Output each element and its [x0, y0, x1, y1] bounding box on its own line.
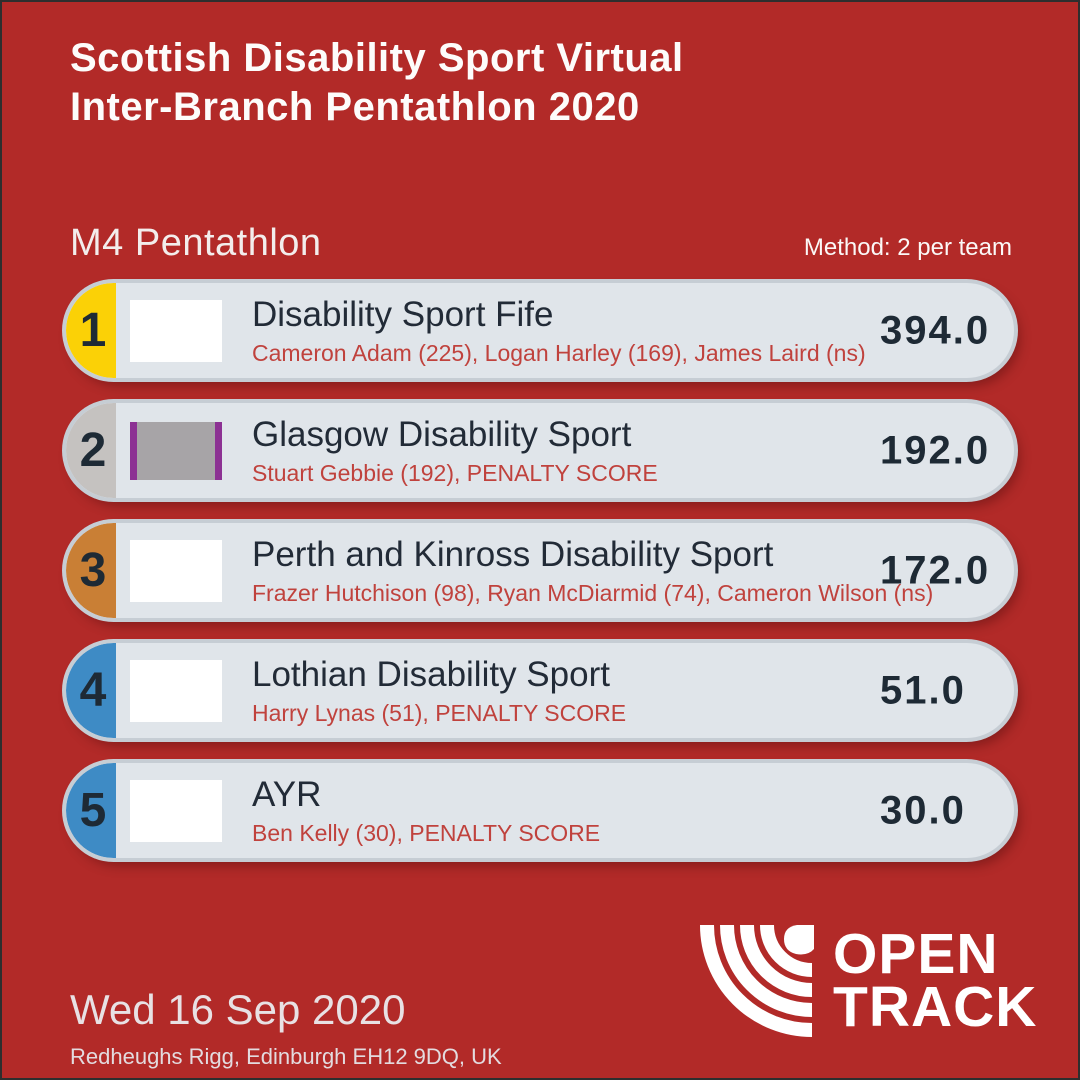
event-date: Wed 16 Sep 2020	[70, 986, 406, 1033]
team-text-block: Lothian Disability Sport Harry Lynas (51…	[252, 654, 627, 726]
team-flag	[130, 779, 222, 842]
result-row: 5 AYR Ben Kelly (30), PENALTY SCORE 30.0	[66, 763, 1014, 858]
team-athletes: Frazer Hutchison (98), Ryan McDiarmid (7…	[252, 579, 934, 606]
team-text-block: Glasgow Disability Sport Stuart Gebbie (…	[252, 414, 658, 486]
team-name: Glasgow Disability Sport	[252, 414, 632, 454]
team-athletes: Stuart Gebbie (192), PENALTY SCORE	[252, 459, 658, 486]
rank-number: 4	[79, 664, 107, 717]
rank-number: 2	[79, 424, 107, 477]
competition-title: Scottish Disability Sport Virtual Inter-…	[70, 34, 684, 132]
rank-number: 5	[79, 784, 107, 837]
result-row: 4 Lothian Disability Sport Harry Lynas (…	[66, 643, 1014, 738]
result-row: 2 Glasgow Disability Sport Stuart Gebbie…	[66, 403, 1014, 498]
method-label: Method: 2 per team	[803, 234, 1012, 261]
competition-title-line2: Inter-Branch Pentathlon 2020	[70, 85, 640, 129]
team-flag	[130, 539, 222, 602]
opentrack-wordmark-line1: OPEN	[833, 922, 999, 986]
team-name: Disability Sport Fife	[252, 294, 554, 334]
result-row: 1 Disability Sport Fife Cameron Adam (22…	[66, 283, 1014, 378]
team-athletes: Harry Lynas (51), PENALTY SCORE	[252, 699, 627, 726]
team-score: 51.0	[880, 668, 966, 712]
team-score: 30.0	[880, 788, 966, 832]
team-score: 172.0	[880, 548, 991, 592]
team-flag	[130, 659, 222, 722]
team-flag	[130, 299, 222, 362]
team-athletes: Ben Kelly (30), PENALTY SCORE	[252, 819, 601, 846]
team-name: AYR	[252, 774, 322, 814]
opentrack-wordmark: OPEN TRACK	[833, 922, 1038, 1039]
event-title: M4 Pentathlon	[70, 222, 322, 264]
team-text-block: AYR Ben Kelly (30), PENALTY SCORE	[252, 774, 601, 846]
team-text-block: Perth and Kinross Disability Sport Fraze…	[252, 534, 934, 606]
competition-title-line1: Scottish Disability Sport Virtual	[70, 36, 684, 80]
results-list: 1 Disability Sport Fife Cameron Adam (22…	[66, 283, 1014, 883]
team-name: Perth and Kinross Disability Sport	[252, 534, 774, 574]
team-score: 192.0	[880, 428, 991, 472]
rank-number: 3	[79, 544, 107, 597]
team-athletes: Cameron Adam (225), Logan Harley (169), …	[252, 339, 866, 366]
track-bend-icon	[700, 924, 814, 1037]
venue-address: Redheughs Rigg, Edinburgh EH12 9DQ, UK	[70, 1044, 502, 1069]
team-name: Lothian Disability Sport	[252, 654, 610, 694]
rank-number: 1	[79, 304, 107, 357]
team-flag	[130, 421, 222, 480]
team-score: 394.0	[880, 308, 991, 352]
result-row: 3 Perth and Kinross Disability Sport Fra…	[66, 523, 1014, 618]
opentrack-wordmark-line2: TRACK	[833, 975, 1038, 1039]
team-text-block: Disability Sport Fife Cameron Adam (225)…	[252, 294, 866, 366]
